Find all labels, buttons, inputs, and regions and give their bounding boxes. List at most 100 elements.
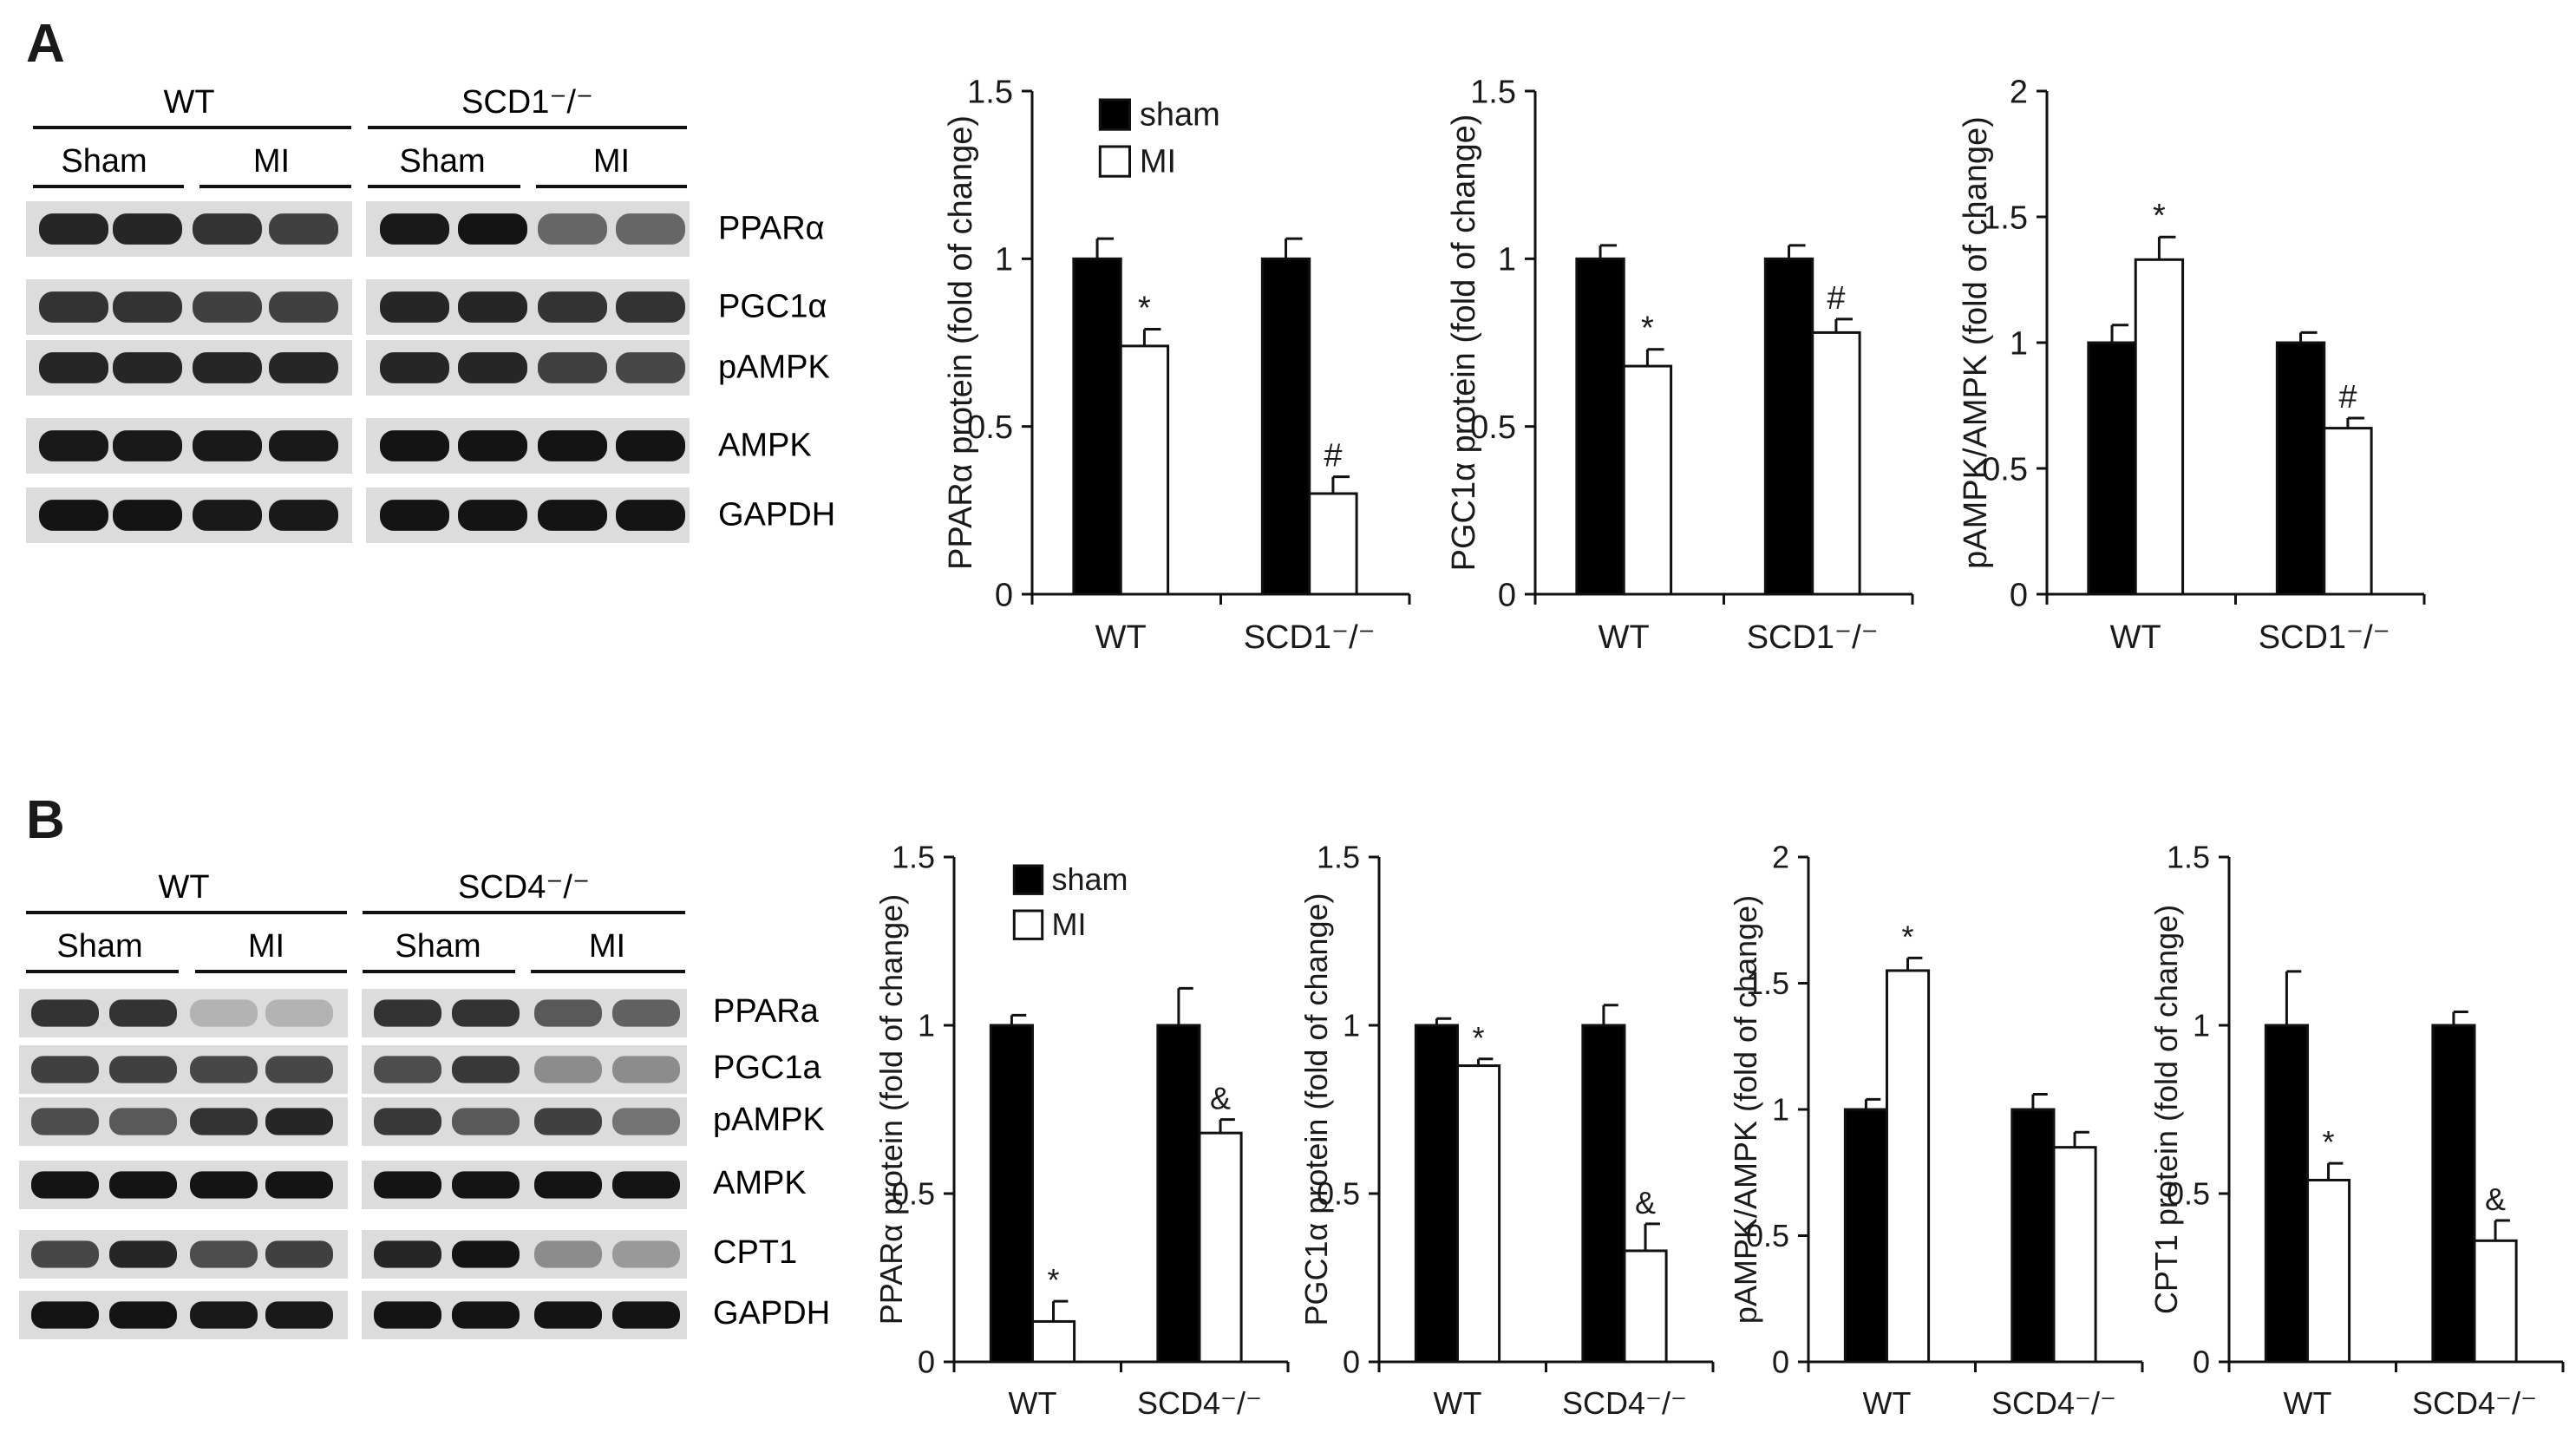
blot-band	[458, 291, 527, 323]
bar-mi	[2473, 1239, 2518, 1364]
blot-row-label: GAPDH	[718, 497, 835, 533]
blot-band	[190, 1240, 258, 1268]
legend-label: sham	[1052, 861, 1128, 897]
western-blot-b: WT SCD4⁻/⁻ Sham MI Sham MI PPARa PGC1a pAM…	[19, 869, 830, 1339]
x-tick-label: SCD1⁻/⁻	[2259, 619, 2390, 656]
blot-band	[265, 1056, 333, 1083]
y-tick-label: 0.5	[1746, 1218, 1789, 1253]
blot-band	[31, 1108, 99, 1135]
blot-condition-label: Sham	[56, 928, 142, 965]
x-tick-label: WT	[1599, 619, 1650, 656]
panel-letter-a: A	[26, 14, 65, 74]
blot-row: GAPDH	[19, 1291, 830, 1339]
significance-mark: *	[2323, 1124, 2335, 1160]
blot-band	[612, 1240, 680, 1268]
blot-band	[265, 1108, 333, 1135]
blot-band	[616, 430, 685, 461]
significance-mark: *	[1641, 311, 1654, 347]
bar-mi	[1119, 344, 1170, 596]
y-tick-label: 0.5	[2167, 1176, 2210, 1212]
blot-band	[39, 500, 108, 531]
blot-row: PGC1a	[19, 1045, 821, 1094]
blot-band	[534, 1108, 602, 1135]
blot-band	[265, 1240, 333, 1268]
blot-band	[612, 999, 680, 1027]
bar-sham	[989, 1024, 1034, 1364]
bar-mi	[1885, 969, 1931, 1364]
blot-band	[538, 430, 607, 461]
blot-band	[190, 999, 258, 1027]
bar-sham	[1575, 257, 1625, 596]
bar-chart-b-pgc1a: 0 0.5 1 1.5 PGC1α protein (fold of change) * W…	[1298, 840, 1715, 1421]
blot-row: pAMPK	[19, 1097, 825, 1146]
blot-band	[269, 291, 338, 323]
x-tick-label: WT	[1433, 1385, 1481, 1421]
blot-band	[190, 1056, 258, 1083]
blot-condition-label: Sham	[395, 928, 481, 965]
blot-band	[458, 430, 527, 461]
y-tick-label: 1.5	[1982, 200, 2028, 236]
bar-mi	[2134, 258, 2185, 596]
blot-row-label: PPARα	[718, 211, 825, 247]
y-tick-label: 0	[1772, 1345, 1789, 1380]
blot-group-label-ko: SCD4⁻/⁻	[458, 869, 590, 906]
bar-sham	[1156, 1024, 1201, 1364]
blot-band	[265, 1171, 333, 1199]
bar-sham	[1260, 257, 1311, 596]
blot-group-label-wt: WT	[158, 869, 209, 906]
blot-band	[374, 1056, 441, 1083]
y-tick-label: 0	[2193, 1345, 2210, 1380]
blot-condition-label: MI	[248, 928, 284, 965]
x-tick-label: SCD4⁻/⁻	[1562, 1385, 1687, 1421]
blot-row-label: CPT1	[713, 1234, 797, 1271]
x-tick-label: WT	[2283, 1385, 2331, 1421]
bar-sham	[1072, 257, 1122, 596]
blot-row-label: AMPK	[718, 428, 812, 464]
blot-row: PGC1α	[26, 279, 827, 335]
bar-sham	[1843, 1108, 1888, 1364]
blot-band	[612, 1108, 680, 1135]
bar-mi	[1030, 1319, 1076, 1364]
bar-sham	[2010, 1108, 2056, 1364]
blot-band	[31, 1171, 99, 1199]
blot-band	[616, 352, 685, 383]
significance-mark: *	[1902, 919, 1914, 954]
blot-band	[380, 500, 449, 531]
y-tick-label: 0.5	[1317, 1176, 1360, 1212]
blot-condition-label: MI	[253, 143, 290, 180]
bar-mi	[1622, 364, 1673, 596]
bar-sham	[1763, 257, 1814, 596]
y-axis-label: pAMPK/AMPK (fold of change)	[1958, 116, 1994, 569]
bar-mi	[1811, 330, 1861, 596]
y-tick-label: 1	[1772, 1092, 1789, 1128]
blot-condition-label: MI	[589, 928, 625, 965]
y-tick-label: 0.5	[1470, 409, 1516, 446]
significance-mark: *	[1473, 1020, 1485, 1056]
y-tick-label: 1.5	[967, 74, 1013, 110]
blot-band	[380, 291, 449, 323]
blot-band	[452, 1240, 520, 1268]
blot-band	[265, 1301, 333, 1329]
bar-chart-b-pampk: 0 0.5 1 1.5 2 pAMPK/AMPK (fold of change) * WT S…	[1728, 840, 2144, 1421]
blot-band	[458, 500, 527, 531]
blot-band	[39, 352, 108, 383]
x-tick-label: SCD4⁻/⁻	[1137, 1385, 1262, 1421]
y-axis-label: pAMPK/AMPK (fold of change)	[1728, 895, 1763, 1324]
blot-band	[31, 1056, 99, 1083]
blot-band	[534, 1240, 602, 1268]
blot-band	[190, 1171, 258, 1199]
blot-band	[374, 1108, 441, 1135]
blot-band	[113, 291, 182, 323]
significance-mark: #	[1324, 438, 1342, 474]
blot-band	[538, 352, 607, 383]
x-tick-label: SCD1⁻/⁻	[1244, 619, 1376, 656]
y-tick-label: 1.5	[1470, 74, 1516, 110]
blot-band	[190, 1108, 258, 1135]
significance-mark: #	[2338, 379, 2357, 415]
blot-row-label: PGC1a	[713, 1050, 821, 1086]
y-tick-label: 1	[1343, 1008, 1360, 1044]
blot-row-label: PGC1α	[718, 289, 827, 325]
significance-mark: &	[1210, 1081, 1231, 1116]
blot-band	[113, 430, 182, 461]
bar-mi	[1455, 1064, 1501, 1364]
